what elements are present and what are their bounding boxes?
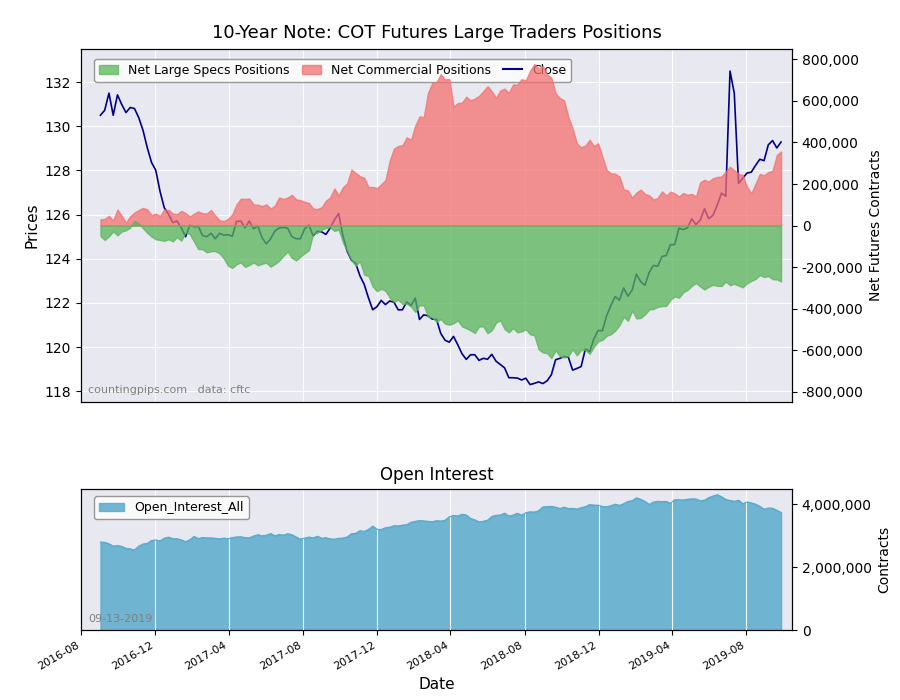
Text: countingpips.com   data: cftc: countingpips.com data: cftc: [88, 385, 250, 395]
Text: 09-13-2019: 09-13-2019: [88, 615, 152, 624]
Y-axis label: Prices: Prices: [24, 203, 39, 248]
X-axis label: Date: Date: [418, 677, 454, 692]
Y-axis label: Net Futures Contracts: Net Futures Contracts: [869, 150, 883, 302]
Legend: Open_Interest_All: Open_Interest_All: [94, 496, 249, 519]
Legend: Net Large Specs Positions, Net Commercial Positions, Close: Net Large Specs Positions, Net Commercia…: [94, 59, 572, 82]
Title: Open Interest: Open Interest: [380, 466, 493, 484]
Y-axis label: Contracts: Contracts: [878, 526, 891, 593]
Title: 10-Year Note: COT Futures Large Traders Positions: 10-Year Note: COT Futures Large Traders …: [212, 24, 662, 42]
Line: Close: Close: [101, 71, 781, 384]
